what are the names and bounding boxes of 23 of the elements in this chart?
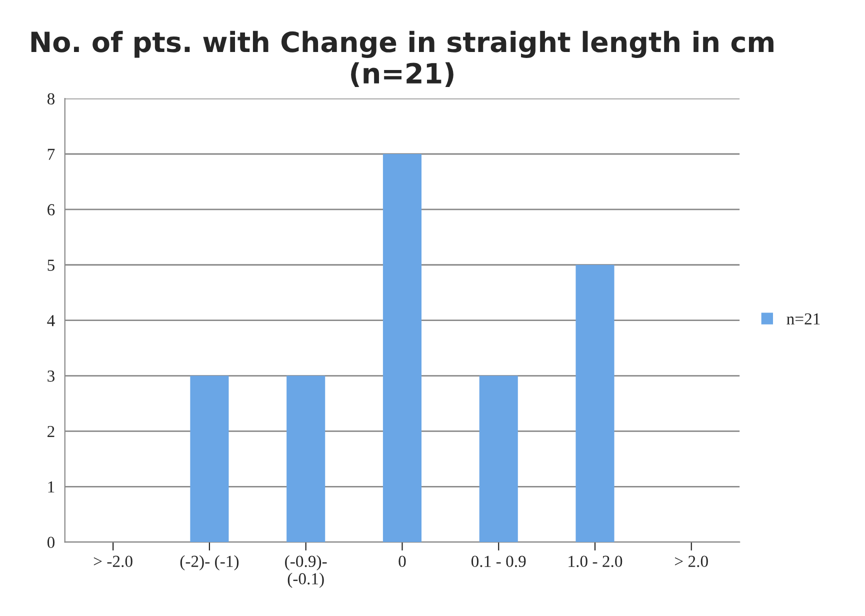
bar	[576, 264, 614, 542]
y-tick-label: 7	[48, 148, 55, 160]
x-tick-label: > -2.0	[94, 556, 132, 568]
y-tick-label: 8	[47, 93, 55, 105]
legend-label: n=21	[786, 313, 820, 324]
x-tick-label: 1.0 - 2.0	[568, 556, 622, 568]
bar	[190, 376, 229, 542]
x-tick-label: 0.1 - 0.9	[471, 556, 526, 568]
bar	[479, 376, 518, 542]
x-tick-label: (-0.9)- (-0.1)	[285, 555, 327, 588]
y-tick-label: 4	[47, 315, 55, 326]
y-tick-label: 3	[48, 370, 54, 382]
y-tick-label: 0	[47, 536, 55, 548]
bar	[382, 154, 422, 542]
y-tick-label: 6	[48, 204, 55, 216]
y-tick-label: 2	[48, 426, 54, 437]
x-tick-label: (-2)- (-1)	[180, 555, 239, 570]
chart-title: No. of pts. with Change in straight length in cm (n=21)	[31, 30, 774, 87]
y-tick-label: 1	[48, 481, 54, 492]
x-tick-label: > 2.0	[675, 556, 708, 568]
y-tick-label: 5	[48, 260, 54, 271]
x-tick-label: 0	[398, 556, 406, 568]
bar	[286, 376, 326, 542]
